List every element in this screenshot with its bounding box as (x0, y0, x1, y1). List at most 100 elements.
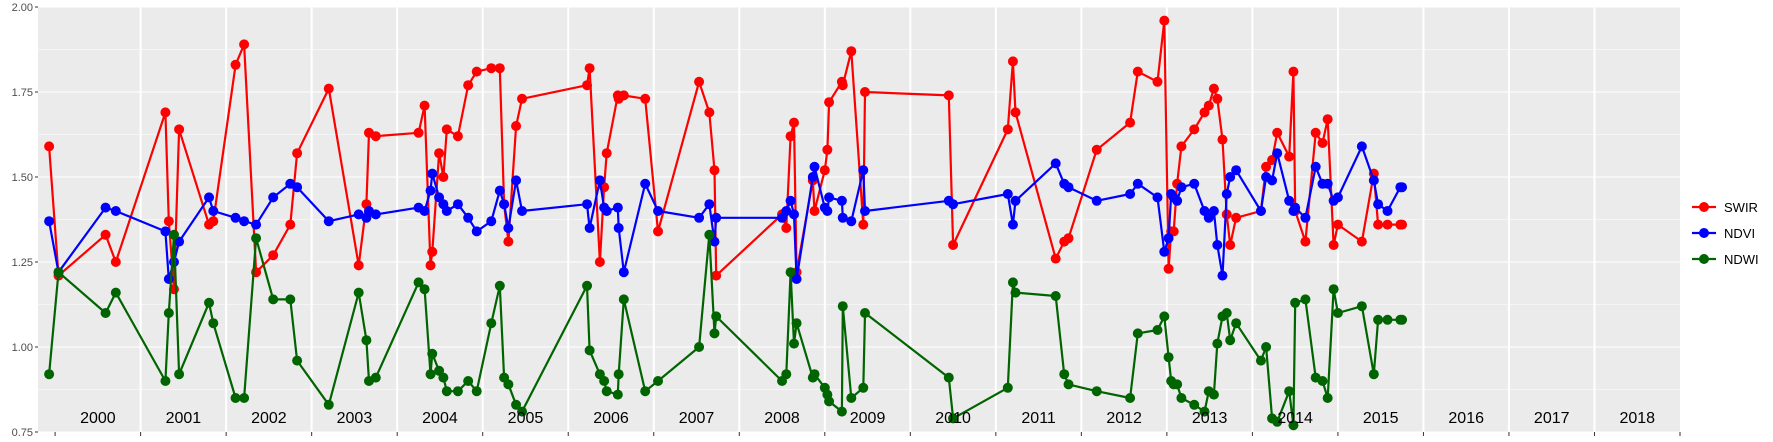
swir-point (837, 80, 848, 91)
ndwi-point (239, 393, 250, 403)
ndwi-point (471, 386, 482, 397)
ndwi-point (1189, 399, 1200, 410)
swir-point (1231, 212, 1242, 223)
year-label: 2008 (764, 410, 800, 427)
ndvi-point (441, 206, 452, 216)
ndwi-point (361, 335, 372, 346)
swir-point (1159, 15, 1170, 26)
ndwi-point (1063, 379, 1074, 390)
swir-point (292, 148, 303, 159)
year-label: 2005 (508, 410, 544, 427)
ndvi-point (353, 209, 364, 220)
ndvi-point (471, 226, 482, 237)
ndwi-point (511, 399, 522, 410)
swir-point (163, 216, 174, 227)
ndvi-point (511, 175, 522, 186)
swir-point (494, 63, 505, 74)
swir-point (1002, 124, 1013, 135)
ndvi-point (594, 175, 605, 186)
legend-key-ndvi-point (1699, 228, 1709, 238)
swir-point (1397, 219, 1408, 230)
ndwi-point (517, 406, 528, 417)
year-label: 2009 (850, 410, 886, 427)
ndvi-point (251, 219, 262, 230)
ndvi-point (1382, 206, 1393, 216)
legend-label-ndvi: NDVI (1724, 226, 1755, 241)
year-label: 2006 (593, 410, 629, 427)
ndwi-point (486, 318, 497, 329)
ndvi-point (1290, 202, 1301, 213)
ndvi-point (1231, 165, 1242, 176)
swir-point (1284, 151, 1295, 162)
ndwi-point (1163, 352, 1174, 363)
year-label: 2003 (337, 410, 373, 427)
ndwi-point (163, 308, 174, 318)
ndwi-point (781, 369, 792, 380)
ndvi-point (427, 168, 438, 179)
ndvi-point (807, 172, 818, 182)
ndwi-point (251, 233, 262, 244)
swir-point (471, 66, 482, 77)
ndwi-point (438, 372, 449, 383)
ndwi-point (370, 372, 381, 383)
ndvi-point (44, 216, 55, 227)
ndvi-point (1272, 148, 1283, 159)
ndvi-point (1332, 192, 1343, 203)
ndvi-point (1225, 172, 1236, 182)
swir-point (511, 121, 522, 131)
y-tick-label: 1.00 (12, 342, 33, 354)
ndvi-point (711, 212, 722, 223)
swir-point (1272, 127, 1283, 138)
ndwi-point (503, 379, 514, 390)
ndvi-point (781, 206, 792, 216)
swir-point (425, 260, 436, 271)
ndwi-point (809, 369, 820, 380)
ndvi-point (837, 212, 848, 223)
ndvi-point (859, 206, 870, 216)
ndvi-point (1125, 189, 1136, 199)
swir-point (463, 80, 474, 91)
ndwi-point (836, 406, 847, 417)
ndvi-point (785, 195, 796, 206)
swir-point (640, 93, 651, 104)
ndwi-point (1208, 389, 1219, 400)
swir-point (694, 76, 705, 87)
ndwi-point (174, 369, 185, 380)
legend-label-ndwi: NDWI (1724, 252, 1759, 267)
ndwi-point (858, 382, 869, 393)
ndwi-point (846, 393, 857, 403)
ndwi-point (640, 386, 651, 397)
ndwi-point (1199, 406, 1210, 417)
ndvi-point (824, 192, 835, 203)
swir-point (822, 144, 833, 155)
ndwi-point (948, 413, 959, 424)
ndvi-point (613, 223, 624, 233)
ndwi-point (1159, 311, 1170, 322)
ndvi-point (1176, 182, 1187, 193)
ndvi-point (1091, 195, 1102, 206)
ndvi-point (230, 212, 241, 223)
swir-point (370, 131, 381, 142)
ndwi-point (427, 348, 438, 359)
ndwi-point (230, 393, 241, 403)
swir-point (1288, 66, 1299, 77)
ndwi-point (160, 376, 171, 386)
swir-point (1332, 219, 1343, 230)
swir-point (323, 83, 334, 94)
ndwi-point (943, 372, 954, 383)
ndvi-point (174, 236, 185, 247)
ndwi-point (419, 284, 430, 295)
ndvi-point (208, 206, 219, 216)
swir-point (486, 63, 497, 74)
swir-point (160, 107, 171, 118)
ndwi-point (1152, 325, 1163, 335)
ndwi-point (1010, 287, 1021, 298)
ndvi-point (486, 216, 497, 227)
ndvi-point (1255, 206, 1266, 216)
ndwi-point (1221, 308, 1232, 318)
ndwi-point (204, 297, 215, 308)
ndwi-point (704, 229, 715, 240)
year-label: 2012 (1106, 410, 1142, 427)
ndvi-point (292, 182, 303, 193)
swir-point (1356, 236, 1367, 247)
